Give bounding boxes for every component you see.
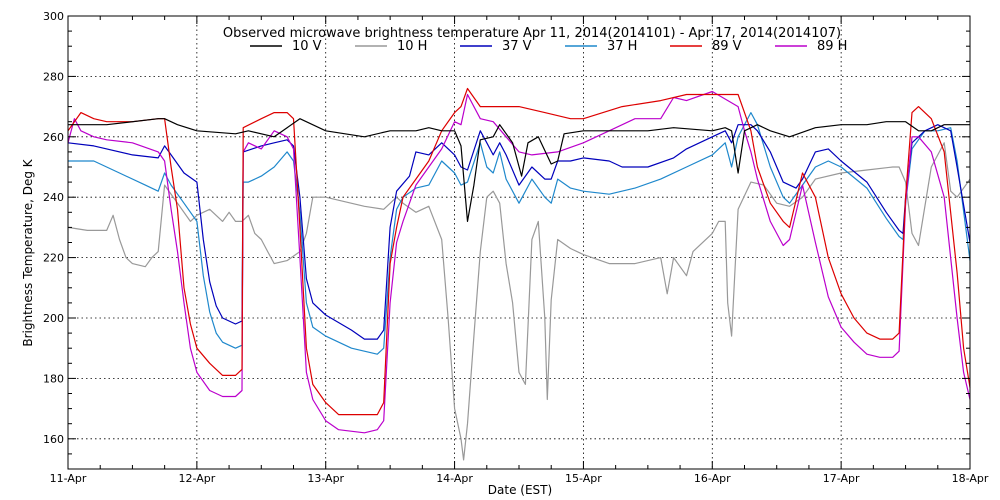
legend-label: 89 V — [712, 39, 742, 54]
y-tick-label: 280 — [43, 70, 64, 83]
y-tick-label: 180 — [43, 372, 64, 385]
series-line-10-v — [68, 118, 970, 222]
x-tick-label: 15-Apr — [565, 472, 602, 485]
y-tick-label: 300 — [43, 10, 64, 23]
series-line-10-h — [67, 142, 971, 461]
x-tick-label: 14-Apr — [436, 472, 473, 485]
y-tick-label: 260 — [43, 131, 64, 144]
x-tick-label: 17-Apr — [823, 472, 860, 485]
y-tick-label: 240 — [43, 191, 64, 204]
legend-label: 10 H — [397, 39, 427, 54]
chart-title: Observed microwave brightness temperatur… — [223, 26, 841, 41]
y-tick-label: 200 — [43, 312, 64, 325]
series-line-89-h — [67, 90, 971, 434]
legend: 10 V 10 H 37 V 37 H 89 V 89 H — [250, 39, 847, 54]
x-tick-label: 13-Apr — [307, 472, 344, 485]
axes: 11-Apr 12-Apr 13-Apr 14-Apr 15-Apr 16-Apr 17-A… — [43, 10, 989, 485]
legend-label: 89 H — [817, 39, 847, 54]
x-tick-label: 11-Apr — [50, 472, 87, 485]
legend-label: 37 H — [607, 39, 637, 54]
legend-label: 37 V — [502, 39, 532, 54]
y-tick-label: 220 — [43, 252, 64, 265]
y-tick-label: 160 — [43, 433, 64, 446]
series-line-89-v — [67, 87, 971, 416]
series-line-37-v — [67, 124, 971, 340]
y-axis-title: Brightness Temperature, Deg K — [21, 158, 35, 346]
series-layer — [67, 87, 971, 461]
legend-label: 10 V — [292, 39, 322, 54]
x-axis-title: Date (EST) — [488, 483, 552, 497]
x-tick-label: 16-Apr — [694, 472, 731, 485]
grid — [68, 16, 970, 469]
x-tick-label: 18-Apr — [952, 472, 989, 485]
series-line-37-h — [68, 111, 971, 355]
x-tick-label: 12-Apr — [178, 472, 215, 485]
